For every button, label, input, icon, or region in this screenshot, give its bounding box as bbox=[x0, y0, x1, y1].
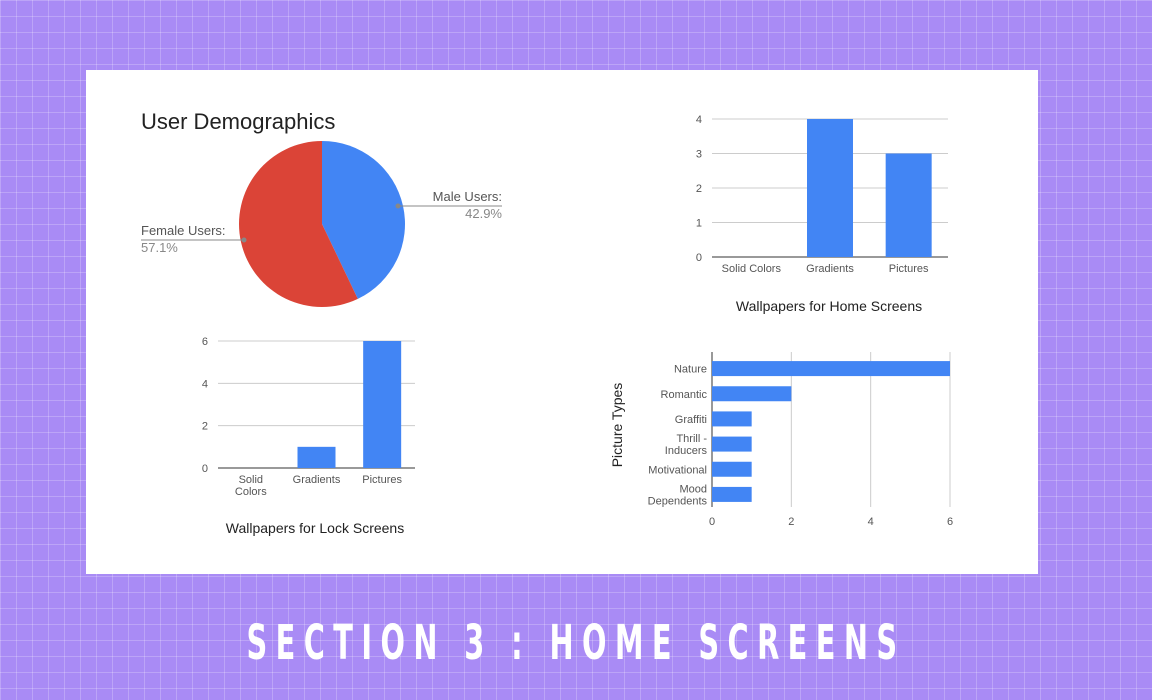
bar bbox=[712, 361, 950, 377]
bar-chart-home-screens: 0 1 2 3 4 Solid Colors Gradients Pictures bbox=[696, 114, 948, 275]
y-tick-label: 2 bbox=[696, 183, 702, 195]
x-tick-label: 0 bbox=[709, 516, 715, 528]
y-tick-label: 4 bbox=[202, 378, 208, 390]
pie-slice-label: Male Users: bbox=[433, 189, 502, 204]
y-tick-label: Thrill - bbox=[676, 433, 707, 445]
x-tick-label: 4 bbox=[868, 516, 874, 528]
x-tick-label: Pictures bbox=[889, 263, 929, 275]
y-tick-label: 2 bbox=[202, 421, 208, 433]
bar bbox=[297, 446, 336, 468]
y-tick-label: Inducers bbox=[665, 445, 708, 457]
x-tick-label: Pictures bbox=[362, 474, 402, 486]
y-tick-label: 3 bbox=[696, 149, 702, 161]
y-tick-label: 4 bbox=[696, 114, 702, 126]
lock-chart-title: Wallpapers for Lock Screens bbox=[226, 520, 404, 536]
y-tick-label: 0 bbox=[696, 252, 702, 264]
bar bbox=[712, 461, 752, 477]
bar bbox=[712, 386, 792, 402]
bar bbox=[885, 153, 932, 257]
pie-chart-title: User Demographics bbox=[141, 109, 335, 134]
y-tick-label: Mood bbox=[679, 483, 707, 495]
bar bbox=[712, 436, 752, 452]
pie-slice bbox=[322, 141, 405, 299]
y-tick-label: Motivational bbox=[648, 464, 707, 476]
charts-card: Male Users: 42.9% Female Users: 57.1% User … bbox=[86, 70, 1038, 574]
x-tick-label: 2 bbox=[788, 516, 794, 528]
picture-types-axis-label: Picture Types bbox=[609, 383, 625, 468]
charts-canvas: Male Users: 42.9% Female Users: 57.1% User … bbox=[141, 109, 953, 536]
y-tick-label: Graffiti bbox=[675, 414, 707, 426]
y-tick-label: Nature bbox=[674, 364, 707, 376]
x-tick-label: Gradients bbox=[293, 474, 341, 486]
x-tick-label: Colors bbox=[235, 486, 267, 498]
y-tick-label: 0 bbox=[202, 463, 208, 475]
pie-chart-user-demographics: Male Users: 42.9% Female Users: 57.1% bbox=[141, 141, 502, 307]
pie-slice-label: Female Users: bbox=[141, 223, 226, 238]
bar bbox=[712, 486, 752, 502]
x-tick-label: Gradients bbox=[806, 263, 854, 275]
pie-slice-value: 42.9% bbox=[465, 206, 502, 221]
bar-chart-picture-types: 0 2 4 6 Nature Romantic Graffiti Thrill -Induce… bbox=[648, 352, 953, 528]
y-tick-label: Romantic bbox=[661, 389, 708, 401]
bar bbox=[363, 341, 402, 468]
section-title: SECTION 3 : HOME SCREENS bbox=[246, 615, 906, 671]
y-tick-label: 1 bbox=[696, 218, 702, 230]
y-tick-label: 6 bbox=[202, 336, 208, 348]
bar bbox=[712, 411, 752, 427]
x-tick-label: Solid bbox=[239, 474, 263, 486]
home-chart-title: Wallpapers for Home Screens bbox=[736, 298, 922, 314]
x-tick-label: Solid Colors bbox=[722, 263, 782, 275]
x-tick-label: 6 bbox=[947, 516, 953, 528]
pie-slice-value: 57.1% bbox=[141, 240, 178, 255]
pie-slice bbox=[238, 141, 358, 307]
bar bbox=[807, 119, 853, 257]
y-tick-label: Dependents bbox=[648, 495, 708, 507]
